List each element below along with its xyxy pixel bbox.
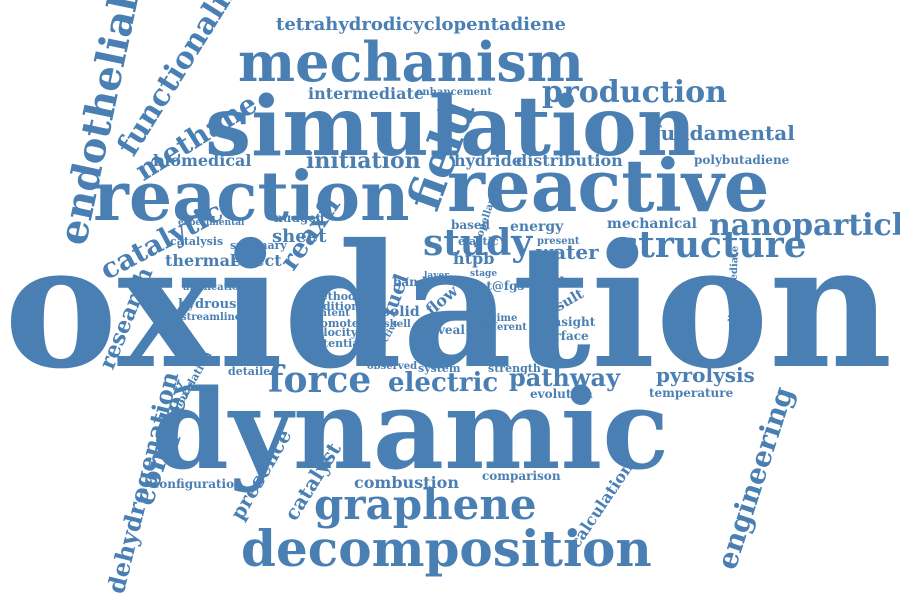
word-comparison: comparison (482, 469, 561, 483)
word-present: present (537, 236, 580, 247)
word-engineering: engineering (710, 382, 801, 574)
word-system: system (418, 362, 461, 375)
word-distribution: distribution (516, 151, 623, 170)
word-mechanical: mechanical (607, 216, 697, 232)
word-shell: shell (384, 319, 411, 330)
word-fundamental: fundamental (652, 121, 795, 145)
word-tetrahydrodicyclopentadiene: tetrahydrodicyclopentadiene (276, 14, 567, 35)
word-elastic: elastic (458, 235, 499, 248)
word-study: study (423, 222, 533, 264)
word-based: based (451, 218, 490, 232)
word-addition: addition (308, 300, 360, 313)
word-mechanism: mechanism (238, 30, 584, 94)
word-biomedical: biomedical (153, 151, 252, 170)
word-application: application (183, 282, 246, 293)
word-nudged: nudged (274, 211, 325, 225)
word-hydride: hydride (454, 151, 522, 170)
word-combustion: combustion (354, 473, 459, 492)
word-band: band (393, 275, 427, 289)
word-content: content (307, 308, 350, 319)
word-summary: summary (230, 239, 287, 252)
word-hydrous: hydrous (178, 297, 237, 312)
word-configuration: configuration (152, 477, 243, 491)
word-energy: energy (510, 219, 564, 235)
word-velocity: velocity (310, 326, 358, 339)
word-initiation: initiation (306, 148, 421, 174)
word-potential: potential (308, 337, 364, 350)
word-reveal: reveal (424, 323, 465, 337)
word-production: production (542, 75, 727, 110)
word-sheet: sheet (272, 226, 327, 247)
word-temperature: temperature (649, 386, 734, 400)
word-experimental: experimental (178, 218, 245, 228)
word-htpb: htpb (453, 249, 495, 268)
word-reactive: reactive (447, 143, 770, 228)
word-enhancement: enhancement (416, 87, 492, 98)
word-electric: electric (388, 368, 499, 398)
word-polybutadiene: polybutadiene (694, 153, 790, 167)
word-reaction: reaction (93, 157, 410, 237)
word-structure: structure (618, 224, 807, 266)
word-method: method (309, 290, 356, 303)
word-simulation: simulation (205, 79, 697, 175)
word-surface: surface (539, 329, 589, 343)
word-insight: insight (548, 315, 596, 329)
word-graphene: graphene (314, 480, 537, 529)
word-layer: layer (424, 271, 449, 281)
word-regime: regime (478, 313, 518, 324)
word-nanoparticle: nanoparticle (709, 208, 900, 243)
word-pyrolysis: pyrolysis (656, 363, 755, 387)
word-decomposition: decomposition (241, 519, 652, 578)
word-catalysis: catalysis (170, 235, 224, 248)
word-water: water (536, 240, 599, 264)
word-strength: strength (488, 362, 541, 375)
word-effect: effect (231, 251, 282, 270)
word-oxidation: oxidation (4, 207, 893, 407)
word-different: different (478, 322, 527, 333)
word-stage: stage (470, 269, 498, 279)
word-force: force (268, 359, 372, 401)
word-intermediate: intermediate (308, 84, 425, 103)
word-thermal: thermal (165, 251, 237, 270)
word-scale: scale (534, 275, 574, 291)
word-dynamic: dynamic (152, 365, 670, 494)
word-pt-fgs: pt@fgs (478, 279, 525, 293)
word-promote: promote (307, 317, 359, 330)
word-evolution: evolution (530, 387, 593, 401)
word-observed: observed (367, 361, 418, 372)
word-detailed: detailed (228, 365, 278, 378)
word-streamline: streamline (181, 312, 242, 323)
word-pathway: pathway (509, 363, 621, 392)
word-solid: solid (382, 304, 420, 320)
